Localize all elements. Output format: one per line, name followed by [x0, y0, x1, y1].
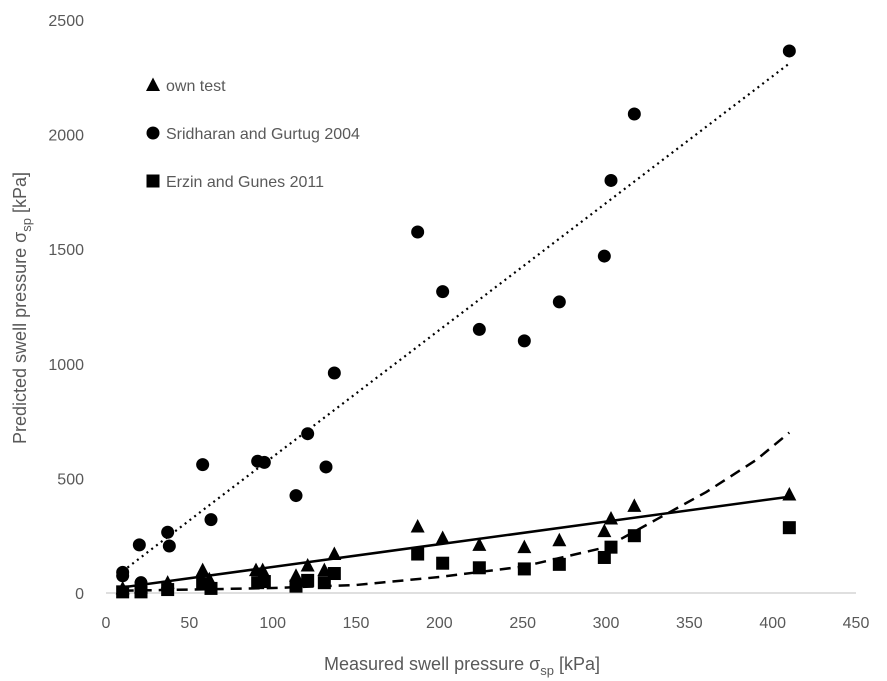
legend-label-sridharan: Sridharan and Gurtug 2004 [166, 126, 360, 143]
circle-point [327, 366, 341, 380]
circle-point [162, 539, 176, 553]
circle-point [132, 538, 146, 552]
x-tick-label: 300 [593, 615, 620, 632]
square-point [782, 521, 796, 535]
x-tick-label: 400 [759, 615, 786, 632]
x-axis-ticks: 0 50 100 150 200 250 300 350 400 450 [102, 615, 870, 632]
square-point [204, 581, 218, 595]
triangle-point [327, 546, 342, 561]
square-point [627, 529, 641, 543]
circle-point [319, 460, 333, 474]
square-point [134, 585, 148, 599]
triangle-point [289, 568, 303, 582]
square-point [257, 575, 271, 589]
y-tick-label: 1500 [48, 242, 84, 259]
x-tick-label: 200 [426, 615, 453, 632]
y-axis-title: Predicted swell pressure σsp [kPa] [10, 172, 34, 444]
circle-point [289, 489, 303, 503]
circle-point [782, 44, 796, 58]
legend-item-sridharan: Sridharan and Gurtug 2004 [146, 126, 360, 143]
triangle-point [472, 537, 487, 551]
square-point [327, 567, 341, 581]
x-tick-label: 100 [259, 615, 286, 632]
circle-point [116, 569, 130, 583]
y-tick-label: 2000 [48, 128, 84, 145]
circle-point [196, 458, 210, 472]
legend-marker-square [146, 174, 160, 188]
triangle-point [597, 523, 612, 538]
square-point [289, 579, 303, 593]
legend-item-erzin: Erzin and Gunes 2011 [146, 174, 324, 191]
x-tick-label: 50 [180, 615, 198, 632]
circle-point [204, 513, 218, 527]
circle-point [301, 427, 315, 441]
legend-label-erzin: Erzin and Gunes 2011 [166, 174, 324, 191]
x-tick-label: 250 [509, 615, 536, 632]
triangle-point [300, 557, 315, 572]
triangle-point [627, 498, 642, 512]
legend-marker-circle [146, 126, 160, 140]
legend-label-own-test: own test [166, 78, 226, 95]
y-axis-ticks: 0 500 1000 1500 2000 2500 [48, 13, 84, 603]
x-tick-label: 150 [343, 615, 370, 632]
circle-point [411, 225, 425, 239]
y-tick-label: 0 [75, 586, 84, 603]
triangle-point [552, 532, 567, 547]
trendline-dotted [122, 62, 790, 573]
square-point [317, 576, 331, 590]
square-point [161, 583, 175, 597]
circle-point [552, 295, 566, 309]
circle-point [597, 249, 611, 263]
legend-item-own-test: own test [146, 77, 226, 95]
square-point [436, 556, 450, 570]
data-points [115, 44, 797, 599]
square-point [604, 540, 618, 554]
square-point [472, 561, 486, 575]
x-tick-label: 450 [843, 615, 870, 632]
square-point [301, 573, 315, 587]
square-point [517, 562, 531, 576]
circle-point [436, 285, 450, 299]
square-point [597, 550, 611, 564]
trendline-dashed [122, 431, 791, 592]
circle-point [472, 322, 486, 336]
triangle-point [255, 562, 270, 577]
circle-point [161, 525, 175, 539]
y-tick-label: 500 [57, 471, 84, 488]
triangle-point [604, 511, 618, 525]
triangle-point [435, 530, 450, 544]
triangle-point [517, 539, 532, 554]
legend-marker-triangle [146, 77, 160, 91]
triangle-point [195, 562, 210, 577]
triangle-point [410, 519, 425, 533]
circle-point [604, 173, 618, 187]
circle-point [627, 107, 641, 121]
trendline-solid [122, 495, 790, 589]
square-point [552, 557, 566, 571]
x-tick-label: 350 [676, 615, 703, 632]
circle-point [257, 455, 271, 469]
circle-point [517, 334, 531, 348]
triangle-point [782, 486, 797, 501]
x-axis-title: Measured swell pressure σsp [kPa] [324, 654, 600, 678]
square-point [116, 585, 130, 599]
y-tick-label: 1000 [48, 357, 84, 374]
legend: own test Sridharan and Gurtug 2004 Erzin… [146, 77, 360, 191]
square-point [411, 547, 425, 561]
y-tick-label: 2500 [48, 13, 84, 30]
x-tick-label: 0 [102, 615, 111, 632]
